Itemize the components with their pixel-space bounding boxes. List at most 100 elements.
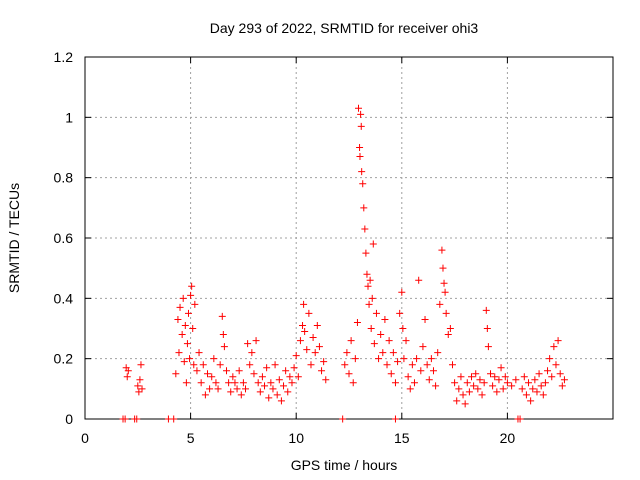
data-point <box>535 370 543 378</box>
data-point <box>368 294 376 302</box>
x-tick-label: 5 <box>187 430 195 446</box>
data-point <box>396 309 404 317</box>
data-point <box>315 343 323 351</box>
data-point <box>277 397 285 405</box>
data-point <box>379 349 387 357</box>
y-tick-label: 0 <box>65 411 73 427</box>
data-point <box>518 385 526 393</box>
data-point <box>560 376 568 384</box>
data-point <box>339 415 347 423</box>
data-point <box>470 382 478 390</box>
data-point <box>441 288 449 296</box>
data-point <box>493 388 501 396</box>
data-point <box>467 373 475 381</box>
data-point <box>489 382 497 390</box>
x-tick-label: 15 <box>394 430 410 446</box>
data-point <box>362 249 370 257</box>
data-point <box>347 337 355 345</box>
data-point <box>172 370 180 378</box>
data-point <box>439 264 447 272</box>
data-point <box>525 379 533 387</box>
data-point <box>425 376 433 384</box>
x-tick-label: 20 <box>500 430 516 446</box>
data-point <box>529 385 537 393</box>
data-point <box>263 364 271 372</box>
data-point <box>495 376 503 384</box>
y-tick-label: 0.4 <box>54 290 74 306</box>
data-point <box>461 400 469 408</box>
data-point <box>476 376 484 384</box>
data-point <box>556 370 564 378</box>
data-point <box>186 355 194 363</box>
data-point <box>294 373 302 381</box>
data-point <box>381 315 389 323</box>
data-point <box>191 300 199 308</box>
data-point <box>351 355 359 363</box>
data-point <box>341 361 349 369</box>
data-point <box>558 382 566 390</box>
data-point <box>480 379 488 387</box>
data-point <box>138 385 146 393</box>
data-point <box>275 376 283 384</box>
data-point <box>313 321 321 329</box>
x-axis-label: GPS time / hours <box>291 457 398 473</box>
data-point <box>223 367 231 375</box>
data-point <box>413 355 421 363</box>
data-point <box>546 355 554 363</box>
data-point <box>216 361 224 369</box>
data-point <box>265 394 273 402</box>
data-point <box>491 373 499 381</box>
data-point <box>544 367 552 375</box>
data-point <box>440 279 448 287</box>
data-point <box>184 309 192 317</box>
data-point <box>423 361 431 369</box>
data-point <box>322 376 330 384</box>
data-point <box>438 246 446 254</box>
data-point <box>229 373 237 381</box>
data-point <box>451 379 459 387</box>
data-point <box>364 282 372 290</box>
data-point <box>353 318 361 326</box>
data-point <box>360 204 368 212</box>
data-point <box>233 385 241 393</box>
data-point <box>503 379 511 387</box>
data-point <box>432 382 440 390</box>
data-point <box>391 415 399 423</box>
data-point <box>541 379 549 387</box>
data-point <box>267 379 275 387</box>
data-point <box>404 373 412 381</box>
data-point <box>421 315 429 323</box>
data-point <box>181 321 189 329</box>
data-point <box>219 331 227 339</box>
data-point <box>455 385 463 393</box>
data-point <box>248 349 256 357</box>
data-point <box>303 346 311 354</box>
data-point <box>399 325 407 332</box>
data-point <box>355 104 363 112</box>
data-point <box>520 373 528 381</box>
data-point <box>522 391 530 399</box>
data-point <box>180 358 188 366</box>
data-point <box>174 315 182 323</box>
data-point <box>512 376 520 384</box>
data-point <box>463 379 471 387</box>
data-point <box>256 388 264 396</box>
data-point <box>406 385 414 393</box>
data-point <box>199 361 207 369</box>
data-point <box>220 343 228 351</box>
data-point <box>357 122 365 130</box>
data-point <box>318 367 326 375</box>
data-point <box>415 276 423 284</box>
data-point <box>206 385 214 393</box>
data-point <box>242 385 250 393</box>
data-point <box>400 355 408 363</box>
data-point <box>345 370 353 378</box>
data-point <box>527 397 535 405</box>
data-point <box>444 331 452 339</box>
data-point <box>208 373 216 381</box>
data-point <box>419 343 427 351</box>
data-point <box>375 355 383 363</box>
data-point <box>410 379 418 387</box>
data-point <box>250 370 258 378</box>
x-tick-label: 0 <box>81 430 89 446</box>
